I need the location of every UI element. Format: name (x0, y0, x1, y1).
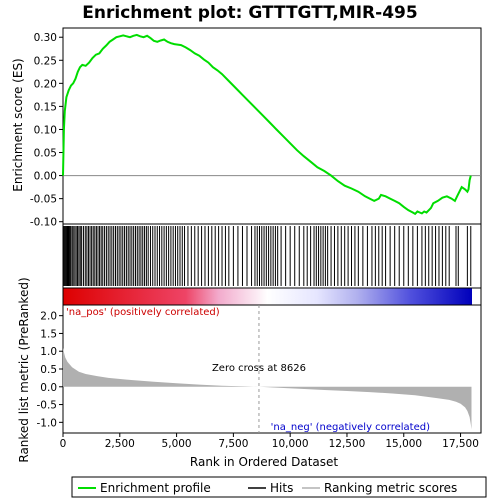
es-y-ticks: 0.30 0.25 0.20 0.15 0.10 0.05 0.00 -0.05 -0.10 (30, 32, 63, 229)
metric-y-axis-label: Ranked list metric (PreRanked) (17, 277, 31, 462)
metric-y-tick-label: 1.0 (40, 346, 57, 358)
ranking-bar-panel (62, 287, 482, 306)
x-tick-label: 17,500 (442, 438, 479, 450)
metric-area (63, 347, 472, 430)
metric-y-ticks: 2.0 1.5 1.0 0.5 0.0 -0.5 -1.0 (37, 311, 63, 429)
legend-profile-label: Enrichment profile (100, 481, 211, 495)
hits-panel (62, 223, 482, 289)
metric-plot-frame (62, 304, 482, 434)
metric-y-tick-label: 1.5 (40, 328, 57, 340)
x-ticks: 0 2,500 5,000 7,500 10,000 12,500 15,000 17,500 (60, 433, 479, 450)
es-profile-line (62, 33, 472, 216)
es-y-tick-label: 0.20 (34, 78, 57, 90)
hits-frame (62, 223, 482, 289)
x-tick-label: 2,500 (105, 438, 135, 450)
x-tick-label: 10,000 (272, 438, 309, 450)
x-tick-label: 0 (60, 438, 67, 450)
chart-title: Enrichment plot: GTTTGTT,MIR-495 (82, 3, 417, 23)
es-y-tick-label: 0.00 (34, 171, 57, 183)
ranking-color-bar (63, 288, 472, 305)
metric-y-tick-label: -0.5 (37, 400, 58, 412)
x-tick-label: 15,000 (385, 438, 422, 450)
legend-hits-label: Hits (270, 481, 293, 495)
neg-correlated-label: 'na_neg' (negatively correlated) (271, 422, 430, 433)
x-tick-label: 5,000 (162, 438, 192, 450)
es-y-tick-label: 0.15 (34, 101, 57, 113)
x-axis-label: Rank in Ordered Dataset (190, 455, 338, 469)
metric-y-tick-label: 0.5 (40, 364, 57, 376)
es-y-tick-label: 0.10 (34, 124, 57, 136)
hit-lines (62, 226, 472, 286)
zero-cross-label: Zero cross at 8626 (212, 363, 306, 374)
pos-correlated-label: 'na_pos' (positively correlated) (66, 307, 220, 318)
legend-box (71, 476, 487, 498)
legend-metric-label: Ranking metric scores (324, 481, 457, 495)
metric-y-tick-label: 0.0 (40, 382, 57, 394)
x-tick-label: 7,500 (218, 438, 248, 450)
metric-y-tick-label: 2.0 (40, 311, 57, 323)
metric-y-tick-label: -1.0 (37, 417, 58, 429)
es-panel: 0.30 0.25 0.20 0.15 0.10 0.05 0.00 -0.05 -0.10 E… (11, 27, 482, 229)
es-y-axis-label: Enrichment score (ES) (11, 58, 25, 191)
es-y-tick-label: 0.05 (34, 148, 57, 160)
es-y-tick-label: 0.25 (34, 55, 57, 67)
metric-panel: Zero cross at 8626 'na_pos' (positively … (17, 277, 482, 469)
es-y-tick-label: 0.30 (34, 32, 57, 44)
x-tick-label: 12,500 (329, 438, 366, 450)
es-y-tick-label: -0.05 (30, 194, 57, 206)
legend: Enrichment profile Hits Ranking metric s… (71, 476, 487, 498)
es-y-tick-label: -0.10 (30, 217, 57, 229)
